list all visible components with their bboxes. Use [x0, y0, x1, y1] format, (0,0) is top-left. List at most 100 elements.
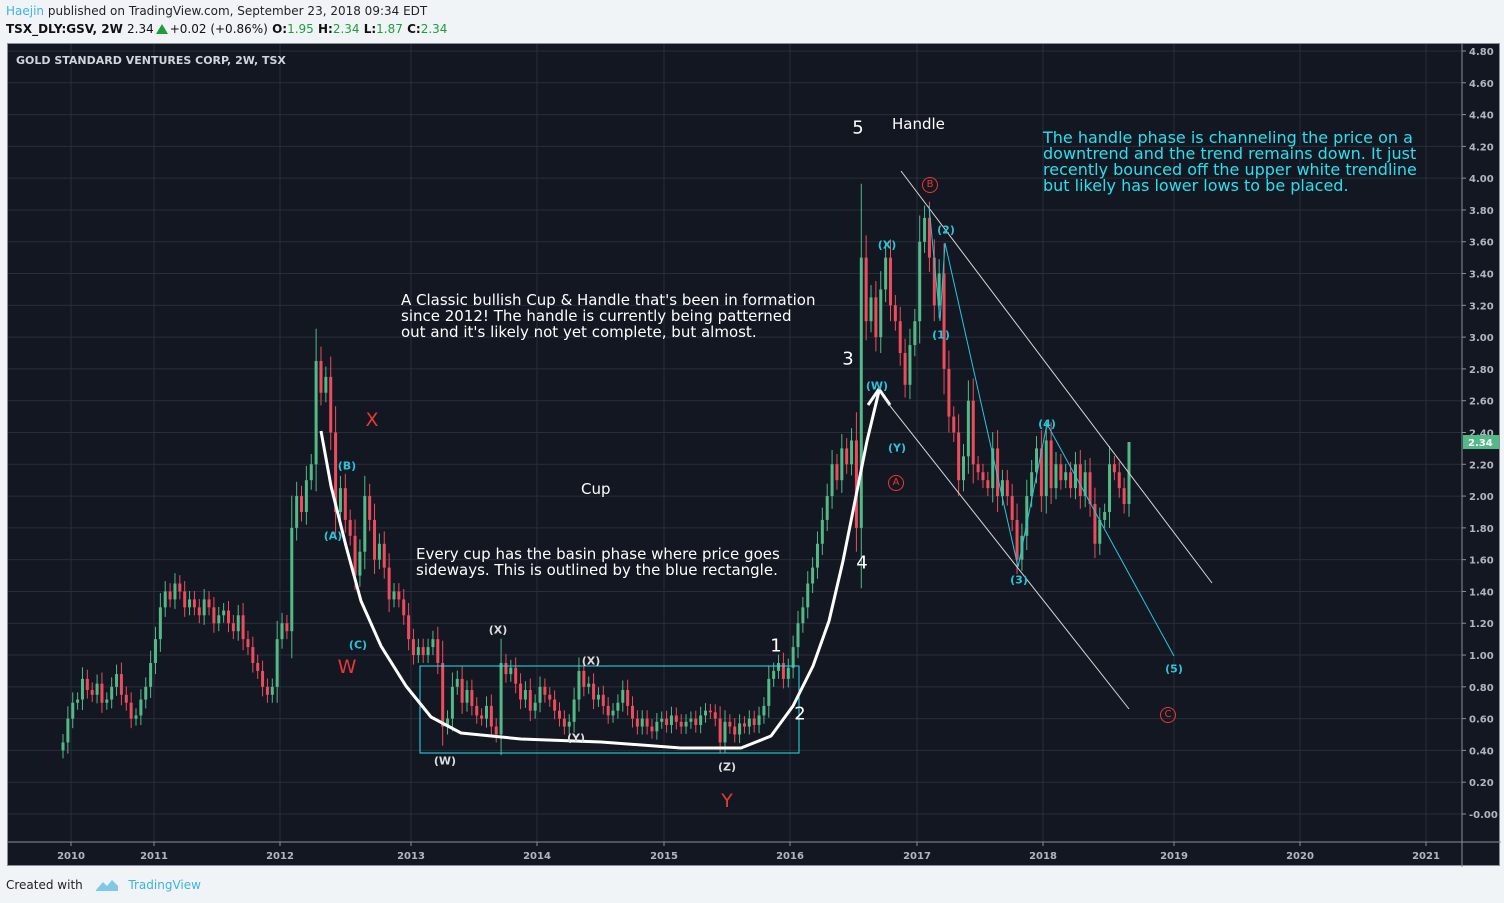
- candle-body: [606, 705, 610, 716]
- close-value: 2.34: [420, 22, 448, 36]
- candle-body: [684, 721, 688, 727]
- candle-body: [762, 705, 766, 716]
- candle-body: [441, 662, 445, 727]
- candle-body: [1098, 519, 1102, 544]
- candle-body: [85, 678, 89, 691]
- candle-body: [781, 662, 785, 679]
- candle-body: [796, 623, 800, 648]
- candle-body: [509, 667, 513, 675]
- wave-label: 3: [842, 348, 854, 370]
- candle-body: [309, 464, 313, 481]
- candle-body: [767, 678, 771, 706]
- candle-body: [358, 551, 362, 576]
- candle-body: [1015, 519, 1019, 560]
- candle-body: [665, 718, 669, 725]
- candle-body: [149, 662, 153, 687]
- tradingview-logo-icon: [95, 880, 118, 891]
- wave-label: (Z): [717, 760, 737, 774]
- last-price-badge-text: 2.34: [1468, 438, 1493, 449]
- candle-body: [144, 686, 148, 700]
- wave-label: (X): [488, 623, 508, 637]
- candle-body: [879, 289, 883, 338]
- candle-body: [538, 686, 542, 703]
- high-label: H:: [317, 22, 333, 36]
- candle-body: [1000, 480, 1004, 497]
- candle-body: [460, 678, 464, 703]
- chart-frame[interactable]: 4.80 4.60 4.40 4.20 4.00 3.80 3.60 3.40 3.20 3.00…: [7, 43, 1501, 867]
- candle-body: [699, 715, 703, 725]
- cup-arrow-head-icon: [866, 386, 892, 406]
- candle-body: [105, 699, 109, 703]
- candle-body: [431, 639, 435, 648]
- price-tick-label: 2.80: [1469, 365, 1494, 376]
- candle-body: [543, 686, 547, 695]
- candle-body: [246, 639, 250, 648]
- candle-body: [475, 705, 479, 716]
- candle-body: [407, 615, 411, 640]
- price-chart[interactable]: 4.80 4.60 4.40 4.20 4.00 3.80 3.60 3.40 3.20 3.00…: [8, 44, 1501, 867]
- price-tick-label: 3.20: [1469, 301, 1494, 312]
- candle-body: [76, 699, 80, 703]
- candle-body: [484, 705, 488, 719]
- candle-body: [338, 488, 342, 512]
- published-text: published on TradingView.com, September …: [47, 4, 428, 18]
- price-tick-label: 2.40: [1469, 428, 1494, 439]
- candle-body: [621, 690, 625, 703]
- price-tick-label: 4.20: [1469, 142, 1494, 153]
- tradingview-link[interactable]: TradingView: [128, 878, 201, 892]
- price-tick-label: 1.40: [1469, 587, 1494, 598]
- candle-body: [183, 591, 187, 608]
- candle-body: [115, 674, 119, 687]
- candle-body: [1059, 464, 1063, 481]
- publish-info: Haejin published on TradingView.com, Sep…: [6, 4, 427, 18]
- candle-body: [129, 702, 133, 719]
- candle-body: [1122, 488, 1126, 505]
- candle-body: [1049, 440, 1053, 489]
- candle-body: [202, 599, 206, 616]
- candle-body: [723, 721, 727, 743]
- price-tick-label: 4.00: [1469, 174, 1494, 185]
- time-tick-label: 2015: [650, 851, 678, 862]
- candle-body: [178, 583, 182, 592]
- candle-body: [528, 690, 532, 711]
- candle-body: [139, 699, 143, 716]
- time-tick-label: 2018: [1029, 851, 1057, 862]
- candle-body: [1108, 464, 1112, 512]
- candle-body: [158, 607, 162, 640]
- author-link[interactable]: Haejin: [6, 4, 45, 18]
- candle-body: [854, 440, 858, 528]
- candle-body: [192, 599, 196, 608]
- wave-label: (W): [433, 754, 457, 768]
- chart-title: GOLD STANDARD VENTURES CORP, 2W, TSX: [16, 54, 286, 67]
- candle-body: [231, 623, 235, 632]
- candle-body: [655, 721, 659, 732]
- candle-body: [1030, 472, 1034, 497]
- candle-body: [786, 667, 790, 679]
- candle-body: [596, 694, 600, 700]
- candle-body: [168, 591, 172, 600]
- close-label: C:: [407, 22, 421, 36]
- last-price: 2.34: [127, 22, 154, 36]
- candle-body: [626, 690, 630, 706]
- candle-body: [572, 699, 576, 722]
- candle-body: [728, 721, 732, 727]
- candle-body: [489, 705, 493, 727]
- wave-label: 2: [794, 703, 806, 725]
- candle-body: [738, 723, 742, 735]
- candle-body: [426, 647, 430, 656]
- candle-body: [295, 496, 299, 528]
- time-tick-label: 2017: [903, 851, 931, 862]
- candle-body: [859, 257, 863, 528]
- price-tick-label: 1.00: [1469, 651, 1494, 662]
- wave-label: (Y): [887, 441, 907, 455]
- note-basin: Every cup has the basin phase where pric…: [416, 545, 780, 579]
- price-tick-label: 0.80: [1469, 683, 1494, 694]
- candle-body: [557, 710, 561, 719]
- candle-body: [976, 464, 980, 473]
- candle-body: [567, 721, 571, 727]
- candle-body: [153, 639, 157, 663]
- price-tick-label: 3.80: [1469, 206, 1494, 217]
- candle-body: [913, 321, 917, 346]
- candle-body: [927, 217, 931, 258]
- candle-body: [533, 702, 537, 711]
